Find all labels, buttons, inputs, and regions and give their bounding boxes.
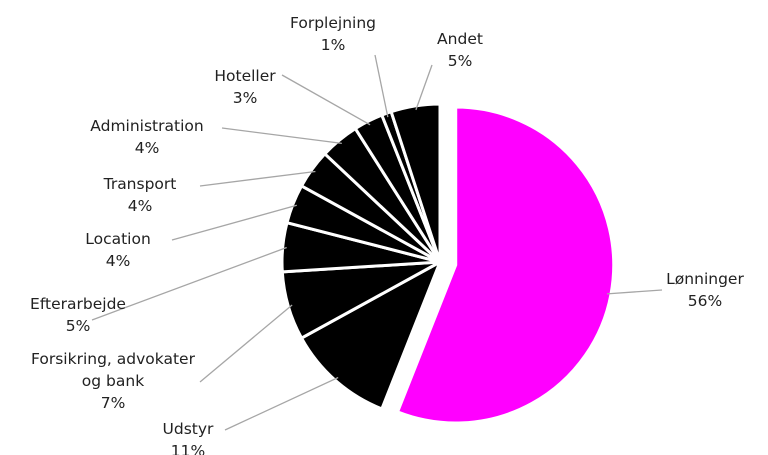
value-label: 4% <box>134 139 160 157</box>
value-label: 11% <box>170 442 206 455</box>
value-label: 4% <box>127 197 153 215</box>
value-label: 4% <box>105 252 131 270</box>
slice-label: Andet 5% <box>425 28 495 72</box>
category-label: Forplejning <box>290 14 376 32</box>
leader-line <box>199 170 316 187</box>
leader-line <box>224 376 339 431</box>
category-label: Transport <box>103 175 177 193</box>
leader-line <box>606 289 663 295</box>
category-label: Efterarbejde <box>30 295 126 313</box>
leader-line <box>221 127 342 144</box>
category-label: Andet <box>437 30 483 48</box>
leader-line <box>199 304 293 383</box>
category-label: Lønninger <box>666 270 744 288</box>
value-label: 3% <box>232 89 258 107</box>
pie-slice <box>395 105 616 425</box>
category-label: Forsikring, advokater og bank <box>31 350 195 390</box>
slice-label: Efterarbejde 5% <box>13 293 143 337</box>
slice-label: Udstyr 11% <box>148 418 228 455</box>
slice-label: Forplejning 1% <box>278 12 388 56</box>
leader-line <box>415 64 433 111</box>
leader-line <box>281 74 371 126</box>
value-label: 5% <box>65 317 91 335</box>
value-label: 1% <box>320 36 346 54</box>
leader-line <box>171 204 297 241</box>
slice-label: Administration 4% <box>72 115 222 159</box>
leader-line <box>91 246 287 321</box>
category-label: Hoteller <box>214 67 276 85</box>
category-label: Udstyr <box>162 420 214 438</box>
value-label: 56% <box>687 292 723 310</box>
slice-label: Location 4% <box>68 228 168 272</box>
slice-label: Lønninger 56% <box>645 268 765 312</box>
slice-label: Forsikring, advokater og bank 7% <box>26 348 201 414</box>
value-label: 5% <box>447 52 473 70</box>
category-label: Administration <box>90 117 204 135</box>
leader-line <box>374 54 389 118</box>
pie-slice <box>299 258 443 411</box>
category-label: Location <box>85 230 151 248</box>
slice-label: Hoteller 3% <box>200 65 290 109</box>
pie-slice <box>389 102 442 263</box>
value-label: 7% <box>100 394 126 412</box>
slice-label: Transport 4% <box>85 173 195 217</box>
